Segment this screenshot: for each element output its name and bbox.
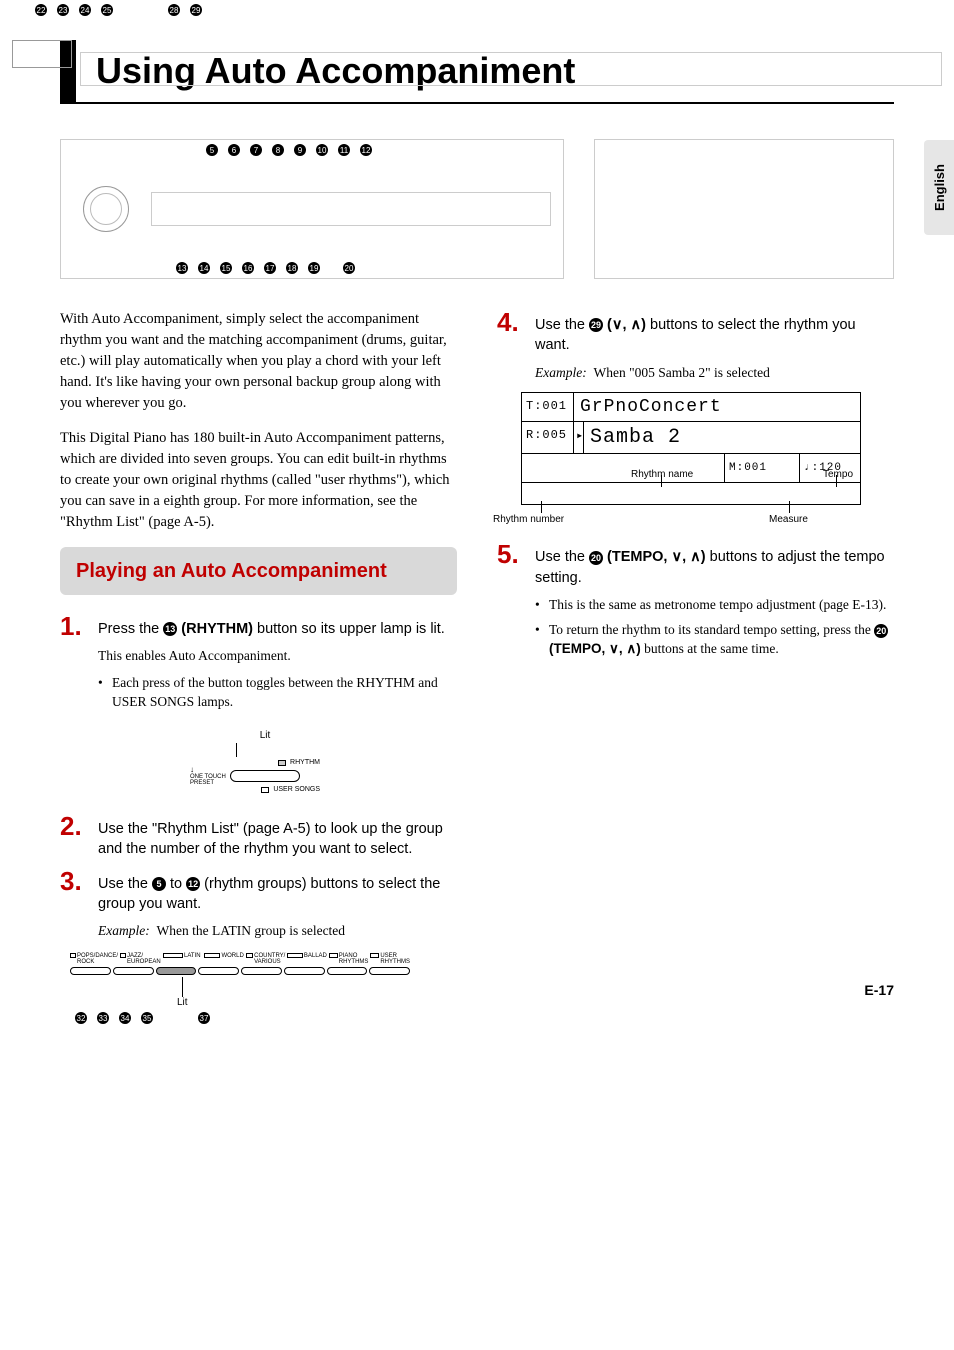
step-number: 3. <box>60 868 88 894</box>
step-number: 2. <box>60 813 88 839</box>
step-3: 3. Use the 5 to 12 (rhythm groups) butto… <box>60 868 457 941</box>
step-bullet: This is the same as metronome tempo adju… <box>535 596 894 615</box>
user-lamp-label: USER SONGS <box>273 786 320 793</box>
button-strip-graphic <box>151 192 551 226</box>
intro-paragraph-1: With Auto Accompaniment, simply select t… <box>60 309 457 414</box>
onetouch-label: ↓ONE TOUCHPRESET <box>190 766 226 786</box>
lamp-off-icon <box>261 787 269 793</box>
lcd-measure: M:001 <box>725 454 800 482</box>
left-column: With Auto Accompaniment, simply select t… <box>60 309 457 1028</box>
page: Using Auto Accompaniment 56789101112 131… <box>0 0 954 1028</box>
ref-circle: 20 <box>874 624 888 638</box>
annot-rhythm-number: Rhythm number <box>493 514 564 525</box>
lcd-tone-name: GrPnoConcert <box>574 393 860 421</box>
lcd-rhythm-name: Samba 2 <box>584 422 860 453</box>
lcd-bottom-bar <box>522 482 860 504</box>
step-sub: This enables Auto Accompaniment. <box>98 647 457 666</box>
step-number: 4. <box>497 309 525 335</box>
panel-diagram-right: 222324252829 3233343537 <box>594 139 894 279</box>
step-text: Use the "Rhythm List" (page A-5) to look… <box>98 819 457 860</box>
annot-rhythm-name: Rhythm name <box>631 469 693 480</box>
panel-diagram-left: 56789101112 1314151617181920 <box>60 139 564 279</box>
step-text: Use the 5 to 12 (rhythm groups) buttons … <box>98 874 457 915</box>
lcd-tone-num: T:001 <box>522 393 574 421</box>
ref-circle: 5 <box>152 877 166 891</box>
step-number: 5. <box>497 541 525 567</box>
step-bullet: Each press of the button toggles between… <box>98 674 457 712</box>
lcd-rhythm-num: R:005 <box>522 422 574 453</box>
figure-group-selector: POPS/DANCE/ ROCKJAZZ/ EUROPEANLATINWORLD… <box>70 953 410 1008</box>
content-columns: With Auto Accompaniment, simply select t… <box>60 309 894 1028</box>
button-strip-graphic-r <box>80 52 942 86</box>
rhythm-lamp-label: RHYTHM <box>290 759 320 766</box>
step-bullet: To return the rhythm to its standard tem… <box>535 621 894 659</box>
figure-lcd: T:001 GrPnoConcert R:005 ▸ Samba 2 M:001… <box>521 392 861 511</box>
lcd-arrow: ▸ <box>574 422 584 453</box>
intro-paragraph-2: This Digital Piano has 180 built-in Auto… <box>60 428 457 533</box>
lcd-mini-graphic <box>12 40 72 68</box>
right-column: 4. Use the 29 (∨, ∧) buttons to select t… <box>497 309 894 1028</box>
lit-label: Lit <box>210 730 320 741</box>
example-line: Example: When "005 Samba 2" is selected <box>535 364 894 383</box>
ref-circle: 12 <box>186 877 200 891</box>
section-heading: Playing an Auto Accompaniment <box>60 547 457 595</box>
step-text: Use the 29 (∨, ∧) buttons to select the … <box>535 315 894 356</box>
step-1: 1. Press the 13 (RHYTHM) button so its u… <box>60 613 457 718</box>
step-5: 5. Use the 20 (TEMPO, ∨, ∧) buttons to a… <box>497 541 894 664</box>
panel-bottom-refs: 1314151617181920 <box>171 262 360 274</box>
lamp-on-icon <box>278 760 286 766</box>
volume-dial-graphic <box>83 186 129 232</box>
step-4: 4. Use the 29 (∨, ∧) buttons to select t… <box>497 309 894 382</box>
ref-circle: 13 <box>163 622 177 636</box>
panel-diagrams: 56789101112 1314151617181920 22232425282… <box>60 139 894 279</box>
panel-top-refs-r: 222324252829 <box>30 4 207 16</box>
annot-tempo: Tempo <box>823 469 853 480</box>
panel-top-refs: 56789101112 <box>201 144 377 156</box>
step-number: 1. <box>60 613 88 639</box>
ref-circle: 29 <box>589 318 603 332</box>
step-2: 2. Use the "Rhythm List" (page A-5) to l… <box>60 813 457 860</box>
lit-label: Lit <box>177 997 410 1008</box>
step-text: Press the 13 (RHYTHM) button so its uppe… <box>98 619 457 639</box>
figure-rhythm-button: Lit RHYTHM ↓ONE TOUCHPRESET USER SONGS <box>190 730 320 793</box>
annot-measure: Measure <box>769 514 808 525</box>
step-text: Use the 20 (TEMPO, ∨, ∧) buttons to adju… <box>535 547 894 588</box>
example-line: Example: When the LATIN group is selecte… <box>98 922 457 941</box>
panel-bottom-refs-r: 3233343537 <box>70 1012 215 1024</box>
lcd-blank <box>522 454 725 482</box>
ref-circle: 20 <box>589 551 603 565</box>
button-shape <box>230 770 300 782</box>
page-number: E-17 <box>864 982 894 998</box>
